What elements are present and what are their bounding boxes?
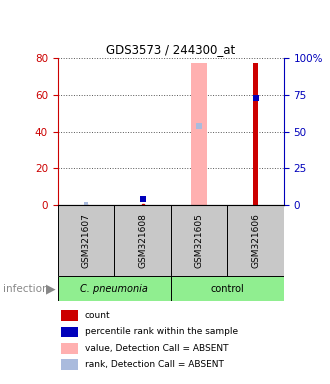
Bar <box>61 343 78 354</box>
Bar <box>61 326 78 337</box>
Text: value, Detection Call = ABSENT: value, Detection Call = ABSENT <box>85 344 228 353</box>
Text: infection: infection <box>3 284 49 294</box>
Text: GSM321608: GSM321608 <box>138 214 147 268</box>
Bar <box>171 276 284 301</box>
Text: GSM321607: GSM321607 <box>82 214 90 268</box>
Text: control: control <box>211 284 244 294</box>
Bar <box>58 276 171 301</box>
Bar <box>227 205 284 276</box>
Text: ▶: ▶ <box>46 283 56 295</box>
Bar <box>61 310 78 321</box>
Title: GDS3573 / 244300_at: GDS3573 / 244300_at <box>106 43 235 56</box>
Text: GSM321606: GSM321606 <box>251 214 260 268</box>
Text: C. pneumonia: C. pneumonia <box>80 284 148 294</box>
Bar <box>61 359 78 370</box>
Text: count: count <box>85 311 111 320</box>
Bar <box>253 63 258 205</box>
Bar <box>191 63 207 205</box>
Bar <box>171 205 227 276</box>
Text: percentile rank within the sample: percentile rank within the sample <box>85 328 238 336</box>
Bar <box>58 205 114 276</box>
Text: rank, Detection Call = ABSENT: rank, Detection Call = ABSENT <box>85 360 224 369</box>
Bar <box>114 205 171 276</box>
Text: GSM321605: GSM321605 <box>194 214 204 268</box>
